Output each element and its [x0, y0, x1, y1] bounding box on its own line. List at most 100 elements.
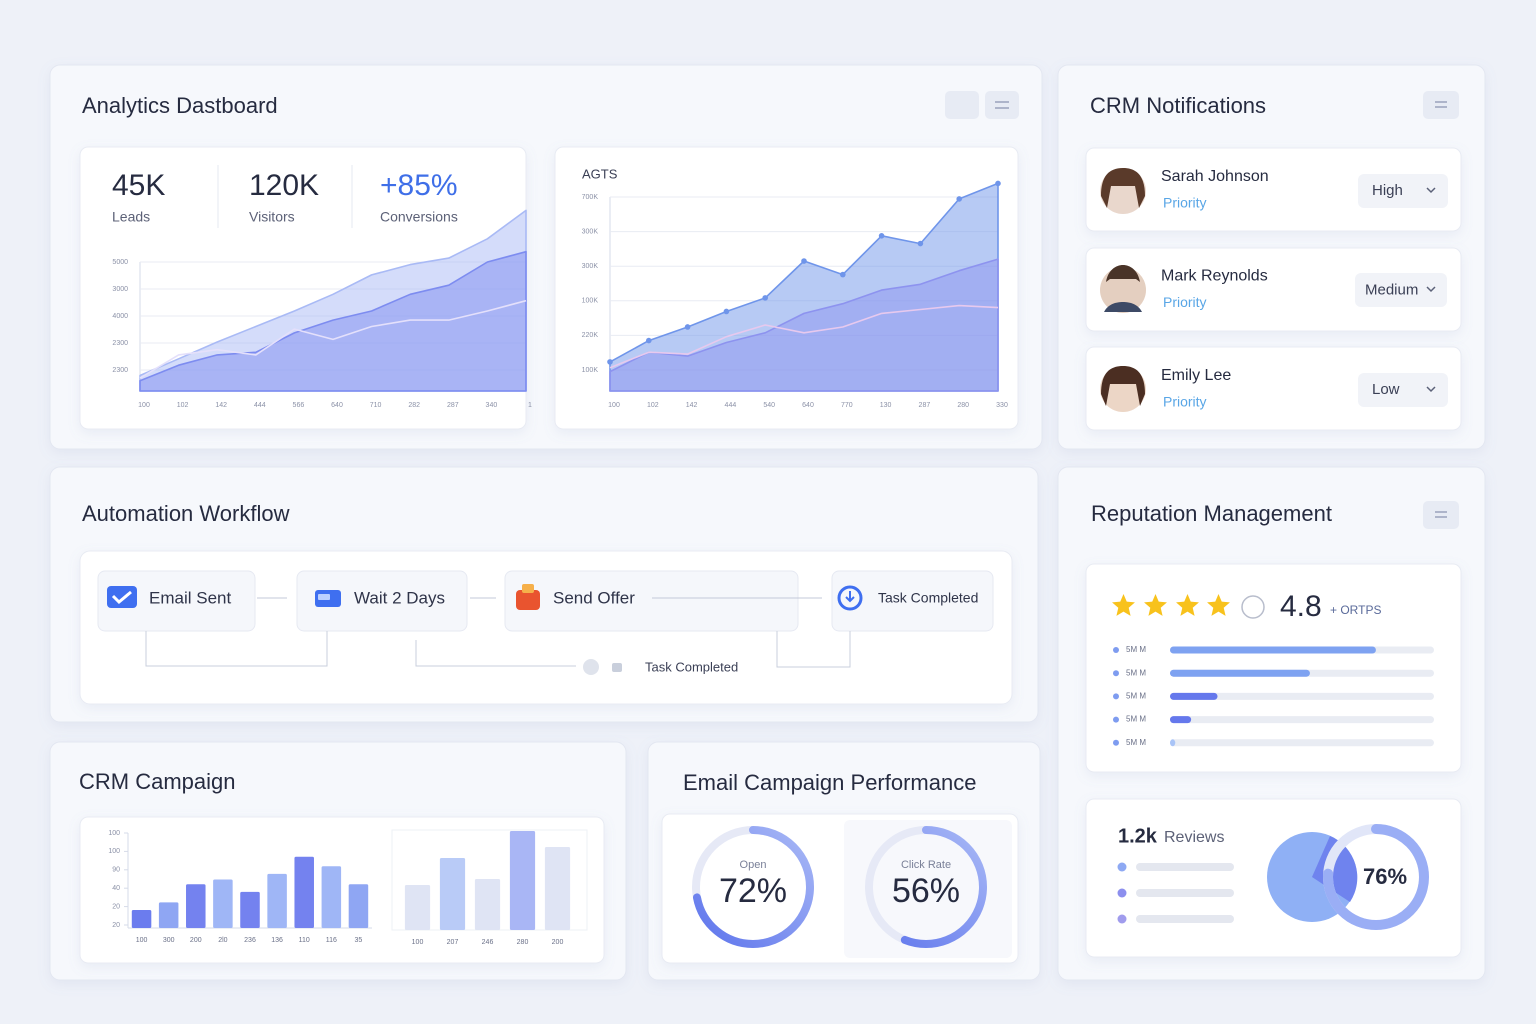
contact-name: Emily Lee — [1161, 367, 1231, 384]
panel-title: CRM Notifications — [1090, 93, 1266, 118]
x-tick-label: 282 — [408, 402, 420, 409]
ring-arc — [1323, 824, 1429, 930]
step-box[interactable] — [831, 570, 994, 632]
x-tick-label: 102 — [177, 402, 189, 409]
bar — [158, 902, 179, 928]
x-tick-label: 35 — [355, 937, 363, 944]
bar — [267, 873, 287, 928]
panel-title: CRM Campaign — [79, 769, 236, 794]
x-tick-label: 110 — [299, 937, 310, 944]
bar — [1170, 669, 1310, 677]
notification-card[interactable] — [1085, 247, 1462, 332]
bar — [404, 885, 431, 930]
marker — [762, 295, 768, 301]
y-tick-label: 300K — [582, 228, 599, 235]
marker — [956, 196, 962, 202]
task-icon — [837, 585, 863, 611]
bar-label: 5M M — [1126, 715, 1146, 724]
menu-button[interactable] — [1423, 91, 1459, 119]
x-tick-label: 142 — [215, 402, 227, 409]
menu-icon — [1435, 101, 1447, 108]
panel-button[interactable] — [945, 91, 979, 119]
branch-label: Task Completed — [645, 659, 738, 674]
marker — [995, 180, 1001, 187]
bar — [240, 891, 260, 928]
bar — [348, 884, 369, 928]
notification-card[interactable] — [1085, 346, 1462, 431]
reviews-count: 1.2k — [1118, 825, 1158, 847]
stars — [1112, 594, 1265, 619]
chevron — [1426, 187, 1436, 393]
y-tick-label: 4000 — [112, 313, 128, 320]
dropdown[interactable] — [1355, 273, 1447, 307]
stat-label: Visitors — [249, 209, 295, 225]
rating-note: + ORTPS — [1330, 603, 1381, 617]
x-tick-label: 710 — [370, 402, 382, 409]
x-tick-label: 330 — [996, 402, 1008, 409]
menu-icon — [995, 101, 1009, 109]
bar — [474, 879, 501, 930]
marker — [684, 324, 691, 330]
bar-dot — [1113, 647, 1119, 653]
area — [139, 250, 527, 392]
campaign-card — [79, 816, 605, 964]
legend-line — [1136, 863, 1234, 871]
y-tick-label: 90 — [112, 867, 120, 874]
y-tick-label: 100 — [108, 848, 120, 855]
pie-slice — [1312, 836, 1358, 902]
rating: 4.8 — [1280, 590, 1322, 623]
y-tick-label: 300K — [582, 263, 599, 270]
connector — [145, 631, 851, 668]
x-tick-label: 100 — [608, 402, 620, 409]
x-tick-label: 770 — [841, 402, 853, 409]
bar-dot — [1113, 739, 1119, 746]
bar-dot — [1113, 693, 1119, 700]
step-box[interactable] — [504, 570, 799, 632]
bar-track — [1170, 692, 1434, 700]
step-box[interactable] — [296, 570, 468, 632]
step-label: Wait 2 Days — [354, 588, 445, 607]
dropdown[interactable] — [1358, 174, 1448, 208]
x-tick-label: 142 — [686, 402, 698, 409]
x-tick-label: 300 — [163, 937, 175, 944]
x-tick-label: 100 — [138, 402, 150, 409]
step-label: Email Sent — [149, 588, 231, 607]
area — [609, 258, 999, 392]
y-tick-label: 40 — [112, 885, 120, 892]
panel-title: Email Campaign Performance — [683, 770, 976, 795]
x-tick-label: 280 — [957, 402, 969, 409]
bar-label: 5M M — [1126, 668, 1146, 677]
legend-line — [1136, 889, 1234, 897]
menu-button[interactable] — [985, 91, 1019, 119]
x-tick-label: 116 — [326, 937, 337, 944]
y-tick-label: 2300 — [112, 340, 128, 347]
marker — [917, 240, 924, 247]
legend-dot — [1117, 914, 1127, 924]
x-tick-label: 444 — [725, 402, 737, 409]
y-tick-label: 2300 — [112, 367, 128, 374]
y-tick-label: 5000 — [112, 259, 128, 266]
stat-label: Conversions — [380, 209, 458, 225]
bar-dot — [1113, 670, 1119, 677]
avatar-hair — [1101, 168, 1145, 208]
y-tick-label: 20 — [112, 922, 120, 929]
step-box[interactable] — [97, 570, 256, 632]
notification-card[interactable] — [1085, 147, 1462, 232]
x-tick-label: 246 — [482, 939, 494, 946]
x-tick-label: 102 — [647, 402, 659, 409]
panel-title: Reputation Management — [1091, 501, 1332, 526]
marker — [646, 337, 652, 344]
x-tick-label: 100 — [136, 937, 148, 944]
dropdown[interactable] — [1358, 373, 1448, 407]
bar — [131, 909, 152, 928]
stat-value: 120K — [249, 169, 319, 202]
bar-track — [1170, 716, 1434, 724]
menu-button[interactable] — [1423, 501, 1459, 529]
bar — [1170, 692, 1218, 700]
y-tick-label: 100 — [108, 830, 120, 837]
metric-name: Open — [740, 859, 767, 871]
avatars — [1100, 168, 1146, 412]
share-label: 76% — [1363, 864, 1407, 889]
x-tick-label: 340 — [486, 402, 498, 409]
metric-value: 56% — [892, 872, 960, 910]
